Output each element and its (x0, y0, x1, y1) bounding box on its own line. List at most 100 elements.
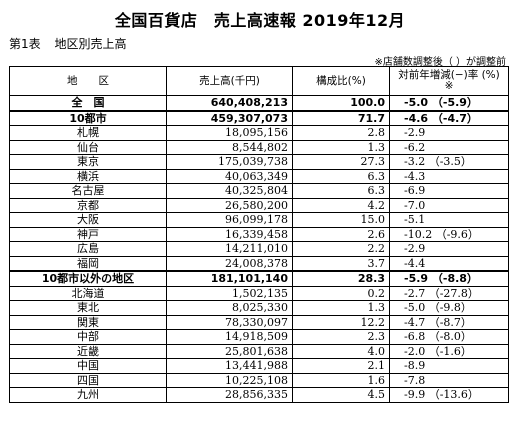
cell-sales: 181,101,140 (166, 270, 293, 287)
cell-share: 6.3 (292, 168, 390, 184)
table-row: 北海道 1,502,135 0.2 -2.7 （-27.8） (9, 285, 509, 301)
table-row: 関東 78,330,097 12.2 -4.7 （-8.7） (9, 314, 509, 330)
cell-share: 15.0 (292, 212, 390, 228)
cell-share: 4.5 (292, 387, 390, 403)
table-row: 広島 14,211,010 2.2 -2.9 (9, 241, 509, 257)
cell-yoy: -2.9 (389, 125, 509, 141)
cell-region: 九州 (9, 387, 167, 403)
cell-region: 札幌 (9, 125, 167, 141)
table-row: 中国 13,441,988 2.1 -8.9 (9, 358, 509, 374)
cell-region: 東京 (9, 154, 167, 170)
table-row: 名古屋 40,325,804 6.3 -6.9 (9, 183, 509, 199)
cell-sales: 14,211,010 (166, 241, 293, 257)
cell-yoy: -9.9 （-13.6） (389, 387, 509, 403)
cell-share: 100.0 (292, 95, 390, 111)
cell-sales: 175,039,738 (166, 154, 293, 170)
cell-sales: 96,099,178 (166, 212, 293, 228)
cell-region: 広島 (9, 241, 167, 257)
cell-sales: 18,095,156 (166, 125, 293, 141)
cell-sales: 14,918,509 (166, 329, 293, 345)
cell-share: 2.3 (292, 329, 390, 345)
cell-region: 仙台 (9, 139, 167, 155)
cell-yoy: -2.7 （-27.8） (389, 285, 509, 301)
cell-sales: 40,063,349 (166, 168, 293, 184)
table-header-row: 地 区 売上高(千円) 構成比(%) 対前年増減(−)率 (%) ※ (9, 66, 509, 96)
table-row: 近畿 25,801,638 4.0 -2.0 （-1.6） (9, 343, 509, 359)
cell-region: 中国 (9, 358, 167, 374)
cell-share: 28.3 (292, 270, 390, 287)
cell-share: 2.6 (292, 226, 390, 242)
cell-sales: 40,325,804 (166, 183, 293, 199)
table-row: 九州 28,856,335 4.5 -9.9 （-13.6） (9, 387, 509, 403)
cell-sales: 26,580,200 (166, 197, 293, 213)
cell-yoy: -5.9 （-8.8） (389, 270, 509, 287)
header-yoy-line2: ※ (444, 80, 454, 92)
cell-region: 中部 (9, 329, 167, 345)
table-row: 仙台 8,544,802 1.3 -6.2 (9, 139, 509, 155)
table-row: 四国 10,225,108 1.6 -7.8 (9, 372, 509, 388)
cell-share: 4.0 (292, 343, 390, 359)
cell-share: 6.3 (292, 183, 390, 199)
header-sales: 売上高(千円) (166, 66, 293, 96)
cell-region: 全 国 (9, 95, 167, 111)
cell-region: 京都 (9, 197, 167, 213)
cell-yoy: -2.9 (389, 241, 509, 257)
cell-share: 27.3 (292, 154, 390, 170)
table-row: 横浜 40,063,349 6.3 -4.3 (9, 168, 509, 184)
cell-share: 2.8 (292, 125, 390, 141)
cell-sales: 8,544,802 (166, 139, 293, 155)
cell-region: 近畿 (9, 343, 167, 359)
cell-region: 名古屋 (9, 183, 167, 199)
cell-share: 4.2 (292, 197, 390, 213)
header-share: 構成比(%) (292, 66, 390, 96)
cell-yoy: -7.0 (389, 197, 509, 213)
cell-sales: 28,856,335 (166, 387, 293, 403)
cell-share: 71.7 (292, 109, 390, 126)
cell-share: 1.3 (292, 300, 390, 316)
table-row: 大阪 96,099,178 15.0 -5.1 (9, 212, 509, 228)
cell-sales: 1,502,135 (166, 285, 293, 301)
cell-yoy: -5.1 (389, 212, 509, 228)
table-number: 第1表 (9, 37, 41, 51)
cell-yoy: -7.8 (389, 372, 509, 388)
cell-yoy: -3.2 （-3.5） (389, 154, 509, 170)
table-row: 全 国 640,408,213 100.0 -5.0 （-5.9） (9, 95, 509, 111)
cell-share: 2.2 (292, 241, 390, 257)
cell-share: 12.2 (292, 314, 390, 330)
table-name: 地区別売上高 (54, 37, 127, 51)
page-title: 全国百貨店 売上高速報 2019年12月 (114, 11, 406, 30)
cell-yoy: -10.2 （-9.6） (389, 226, 509, 242)
cell-sales: 16,339,458 (166, 226, 293, 242)
cell-region: 北海道 (9, 285, 167, 301)
cell-yoy: -4.4 (389, 255, 509, 272)
cell-sales: 640,408,213 (166, 95, 293, 111)
cell-yoy: -5.0 （-9.8） (389, 300, 509, 316)
table-row: 福岡 24,008,378 3.7 -4.4 (9, 255, 509, 272)
table-body: 全 国 640,408,213 100.0 -5.0 （-5.9） 10都市 459,30… (9, 95, 509, 403)
cell-share: 0.2 (292, 285, 390, 301)
table-row: 10都市以外の地区 181,101,140 28.3 -5.9 （-8.8） (9, 270, 509, 287)
cell-yoy: -6.2 (389, 139, 509, 155)
table-row: 10都市 459,307,073 71.7 -4.6 （-4.7） (9, 109, 509, 126)
cell-sales: 78,330,097 (166, 314, 293, 330)
cell-region: 四国 (9, 372, 167, 388)
cell-share: 1.6 (292, 372, 390, 388)
table-row: 京都 26,580,200 4.2 -7.0 (9, 197, 509, 213)
cell-region: 福岡 (9, 255, 167, 272)
table-row: 神戸 16,339,458 2.6 -10.2 （-9.6） (9, 226, 509, 242)
table-row: 中部 14,918,509 2.3 -6.8 （-8.0） (9, 329, 509, 345)
table-row: 東北 8,025,330 1.3 -5.0 （-9.8） (9, 300, 509, 316)
cell-yoy: -6.9 (389, 183, 509, 199)
cell-sales: 24,008,378 (166, 255, 293, 272)
header-yoy: 対前年増減(−)率 (%) ※ (389, 66, 509, 96)
cell-sales: 25,801,638 (166, 343, 293, 359)
cell-region: 10都市 (9, 109, 167, 126)
cell-sales: 10,225,108 (166, 372, 293, 388)
cell-share: 2.1 (292, 358, 390, 374)
cell-yoy: -4.3 (389, 168, 509, 184)
cell-region: 東北 (9, 300, 167, 316)
cell-region: 神戸 (9, 226, 167, 242)
table-caption: 第1表 地区別売上高 (9, 35, 136, 52)
table-row: 札幌 18,095,156 2.8 -2.9 (9, 125, 509, 141)
cell-share: 3.7 (292, 255, 390, 272)
